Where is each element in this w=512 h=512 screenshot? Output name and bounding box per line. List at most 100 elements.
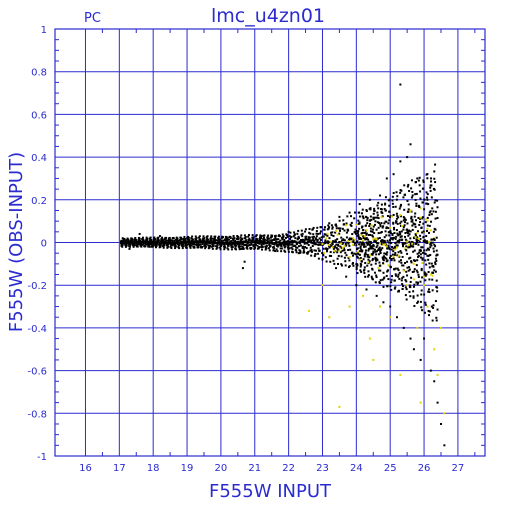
data-point-black [295, 249, 298, 252]
data-point-black [431, 319, 434, 322]
data-point-black [156, 238, 159, 241]
data-point-black [296, 232, 299, 235]
data-point-black [422, 187, 425, 190]
data-point-black [267, 237, 270, 240]
data-point-black [297, 252, 300, 255]
data-point-black [303, 242, 306, 245]
data-point-black [152, 244, 155, 247]
data-point-black [408, 257, 411, 260]
data-point-black [360, 248, 363, 251]
data-point-black [233, 244, 236, 247]
data-point-black [403, 208, 406, 211]
data-point-black [261, 245, 264, 248]
data-point-black [142, 239, 145, 242]
data-point-black [435, 319, 438, 322]
data-point-black [429, 253, 432, 256]
data-point-black [382, 285, 385, 288]
y-tick-label: 0.4 [31, 153, 47, 164]
data-point-black [264, 248, 267, 251]
data-point-black [401, 283, 404, 286]
x-tick-label: 22 [282, 463, 295, 474]
data-point-black [254, 240, 257, 243]
data-point-black [209, 244, 212, 247]
data-point-black [266, 238, 269, 241]
data-point-black [412, 245, 415, 248]
data-point-black [379, 223, 382, 226]
data-point-black [402, 196, 405, 199]
data-point-black [362, 229, 365, 232]
data-point-black [425, 240, 428, 243]
data-point-black [369, 207, 372, 210]
data-point-black [218, 240, 221, 243]
data-point-black [372, 212, 375, 215]
data-point-black [280, 236, 283, 239]
data-point-black [434, 228, 437, 231]
data-point-black [336, 243, 339, 246]
data-point-black [366, 217, 369, 220]
data-point-black [210, 235, 213, 238]
data-point-black [421, 216, 424, 219]
data-point-black [401, 245, 404, 248]
data-point-black [387, 241, 390, 244]
data-point-black [385, 274, 388, 277]
data-point-black [423, 240, 426, 243]
data-point-black [409, 143, 412, 146]
data-point-black [372, 252, 375, 255]
data-point-black [362, 217, 365, 220]
y-tick-label: -0.8 [27, 409, 47, 420]
data-point-black [408, 189, 411, 192]
data-point-black [422, 230, 425, 233]
data-point-black [389, 254, 392, 257]
data-point-black [391, 199, 394, 202]
data-point-black [337, 248, 340, 251]
data-point-black [356, 264, 359, 267]
data-point-black [204, 245, 207, 248]
data-point-black [434, 210, 437, 213]
data-point-black [325, 241, 328, 244]
data-point-black [389, 285, 392, 288]
data-point-yellow [351, 237, 354, 240]
data-point-black [426, 224, 429, 227]
data-point-black [309, 232, 312, 235]
data-point-black [134, 241, 137, 244]
data-point-black [373, 207, 376, 210]
data-point-black [219, 241, 222, 244]
data-point-black [424, 259, 427, 262]
data-point-black [424, 272, 427, 275]
y-tick-label: -1 [37, 452, 47, 463]
data-point-black [307, 250, 310, 253]
data-point-black [375, 250, 378, 253]
data-point-black [304, 230, 307, 233]
data-point-black [360, 263, 363, 266]
data-point-black [389, 215, 392, 218]
data-point-black [418, 223, 421, 226]
data-point-black [215, 242, 218, 245]
data-point-black [362, 215, 365, 218]
data-point-yellow [389, 226, 392, 229]
data-point-black [382, 259, 385, 262]
data-point-black [121, 245, 124, 248]
data-point-black [213, 237, 216, 240]
data-point-black [421, 217, 424, 220]
data-point-black [153, 240, 156, 243]
data-point-black [185, 246, 188, 249]
data-point-black [314, 238, 317, 241]
data-point-black [287, 230, 290, 233]
data-point-black [347, 242, 350, 245]
data-point-black [421, 257, 424, 260]
data-point-black [402, 216, 405, 219]
data-point-black [244, 240, 247, 243]
data-point-black [184, 238, 187, 241]
data-point-black [373, 216, 376, 219]
data-point-black [126, 237, 129, 240]
data-point-black [374, 262, 377, 265]
data-point-black [409, 280, 412, 283]
data-point-black [171, 243, 174, 246]
data-point-black [238, 246, 241, 249]
data-point-black [300, 229, 303, 232]
data-point-black [367, 233, 370, 236]
data-point-black [420, 289, 423, 292]
data-point-black [224, 239, 227, 242]
data-point-black [219, 248, 222, 251]
data-point-black [289, 237, 292, 240]
